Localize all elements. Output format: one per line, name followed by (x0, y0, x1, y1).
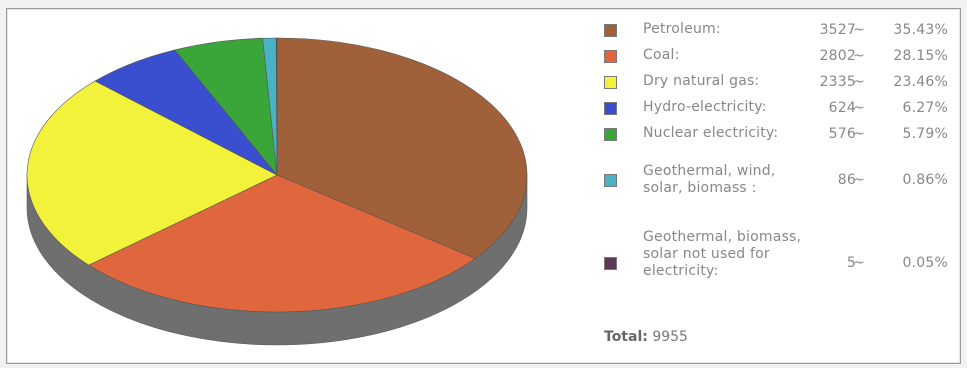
legend-separator: ~ (853, 21, 865, 38)
legend-label: Geothermal, wind, solar, biomass : (643, 163, 776, 196)
legend-percent: 35.43% (893, 21, 948, 38)
legend-percent: 0.86% (902, 172, 948, 188)
legend-swatch (604, 75, 617, 89)
legend-swatch (604, 257, 617, 270)
legend-separator: ~ (853, 73, 865, 90)
legend-percent: 0.05% (902, 255, 948, 271)
pie-slice-0 (276, 37, 528, 259)
legend-separator: ~ (853, 99, 865, 116)
total-value: 9955 (652, 329, 688, 345)
legend-swatch (604, 49, 617, 63)
legend-swatch (604, 101, 617, 115)
total: Total: 9955 (604, 329, 688, 345)
legend-value: 5 (846, 255, 856, 271)
legend-value: 3527 (819, 21, 856, 38)
legend-value: 624 (828, 99, 856, 116)
legend-swatch (604, 23, 617, 37)
pie-chart (26, 37, 528, 346)
legend-label: Geothermal, biomass, solar not used for … (643, 229, 802, 279)
total-label: Total: (604, 329, 648, 345)
legend-percent: 6.27% (902, 99, 948, 116)
legend-swatch (604, 174, 617, 187)
legend-separator: ~ (853, 47, 865, 64)
legend-percent: 23.46% (893, 73, 948, 90)
legend-percent: 28.15% (893, 47, 948, 64)
legend-value: 2335 (819, 73, 856, 90)
pie-slice-1 (88, 174, 476, 313)
legend-label: Dry natural gas: (643, 73, 760, 89)
legend-swatch (604, 127, 617, 141)
legend-value: 2802 (819, 47, 856, 64)
legend-separator: ~ (853, 172, 865, 188)
legend-percent: 5.79% (902, 125, 948, 142)
legend-value: 86 (837, 172, 856, 188)
chart-panel: Petroleum: 3527 ~35.43% Coal: 2802 ~28.15% Dry… (6, 8, 961, 364)
legend-label: Nuclear electricity: (643, 125, 779, 141)
legend-label: Petroleum: (643, 21, 721, 37)
legend-separator: ~ (853, 255, 865, 271)
legend-value: 576 (828, 125, 856, 142)
pie-slice-6 (275, 37, 278, 176)
legend-label: Hydro-electricity: (643, 99, 767, 115)
legend-separator: ~ (853, 125, 865, 142)
pie-slice-2 (26, 80, 278, 266)
legend-label: Coal: (643, 47, 680, 63)
